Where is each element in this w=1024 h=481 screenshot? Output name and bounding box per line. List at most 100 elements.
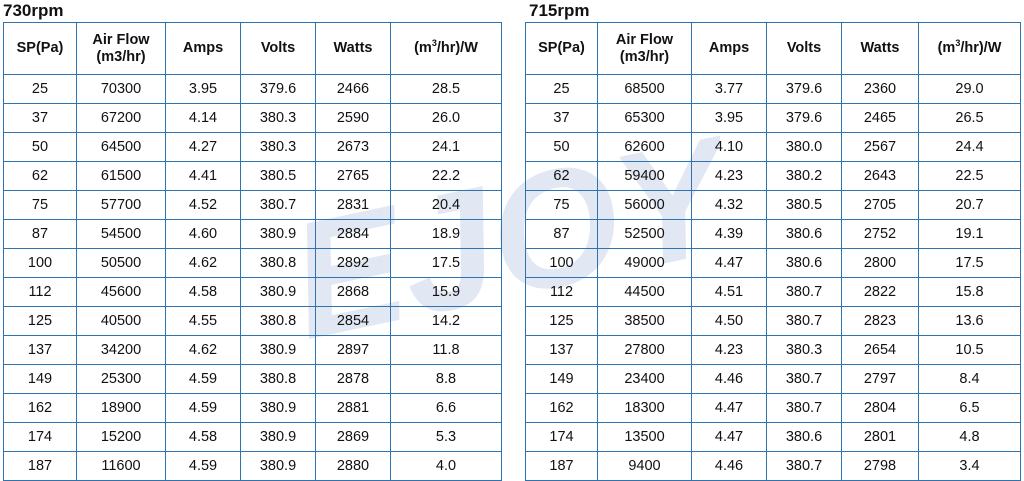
cell-watts: 2705 xyxy=(841,190,919,220)
cell-efficiency: 15.9 xyxy=(390,277,502,307)
table-row: 25 68500 3.77 379.6 2360 29.0 xyxy=(525,74,1021,104)
cell-air-flow: 52500 xyxy=(597,219,692,249)
cell-watts: 2831 xyxy=(315,190,391,220)
cell-sp: 162 xyxy=(3,393,77,423)
cell-sp: 187 xyxy=(3,451,77,481)
cell-amps: 4.10 xyxy=(691,132,767,162)
cell-amps: 4.55 xyxy=(165,306,241,336)
header-amps: Amps xyxy=(691,22,767,75)
cell-efficiency: 22.5 xyxy=(918,161,1021,191)
header-row: SP(Pa) Air Flow (m3/hr) Amps Volts Watts… xyxy=(525,22,1021,75)
cell-volts: 380.3 xyxy=(240,132,316,162)
cell-watts: 2797 xyxy=(841,364,919,394)
cell-watts: 2798 xyxy=(841,451,919,481)
table-row: 174 15200 4.58 380.9 2869 5.3 xyxy=(3,422,502,452)
cell-efficiency: 13.6 xyxy=(918,306,1021,336)
cell-sp: 25 xyxy=(525,74,598,104)
cell-amps: 4.46 xyxy=(691,451,767,481)
cell-sp: 125 xyxy=(525,306,598,336)
cell-sp: 162 xyxy=(525,393,598,423)
cell-watts: 2804 xyxy=(841,393,919,423)
cell-sp: 187 xyxy=(525,451,598,481)
table-row: 149 25300 4.59 380.8 2878 8.8 xyxy=(3,364,502,394)
table-row: 125 40500 4.55 380.8 2854 14.2 xyxy=(3,306,502,336)
cell-sp: 87 xyxy=(3,219,77,249)
table-row: 37 67200 4.14 380.3 2590 26.0 xyxy=(3,103,502,133)
table-row: 137 27800 4.23 380.3 2654 10.5 xyxy=(525,335,1021,365)
header-sp: SP(Pa) xyxy=(3,22,77,75)
cell-efficiency: 6.5 xyxy=(918,393,1021,423)
cell-efficiency: 20.7 xyxy=(918,190,1021,220)
cell-volts: 380.9 xyxy=(240,422,316,452)
cell-sp: 149 xyxy=(3,364,77,394)
cell-efficiency: 28.5 xyxy=(390,74,502,104)
table-row: 112 44500 4.51 380.7 2822 15.8 xyxy=(525,277,1021,307)
cell-sp: 50 xyxy=(3,132,77,162)
cell-watts: 2854 xyxy=(315,306,391,336)
header-air-flow-line1: Air Flow xyxy=(92,31,150,48)
cell-volts: 380.8 xyxy=(240,248,316,278)
cell-amps: 4.62 xyxy=(165,248,241,278)
cell-sp: 100 xyxy=(525,248,598,278)
cell-efficiency: 10.5 xyxy=(918,335,1021,365)
cell-watts: 2823 xyxy=(841,306,919,336)
cell-efficiency: 22.2 xyxy=(390,161,502,191)
cell-watts: 2822 xyxy=(841,277,919,307)
cell-volts: 380.9 xyxy=(240,451,316,481)
cell-watts: 2752 xyxy=(841,219,919,249)
header-efficiency: (m3/hr)/W xyxy=(390,22,502,75)
cell-watts: 2801 xyxy=(841,422,919,452)
cell-sp: 75 xyxy=(525,190,598,220)
table-row: 50 64500 4.27 380.3 2673 24.1 xyxy=(3,132,502,162)
cell-efficiency: 20.4 xyxy=(390,190,502,220)
cell-air-flow: 68500 xyxy=(597,74,692,104)
cell-air-flow: 34200 xyxy=(76,335,166,365)
cell-watts: 2800 xyxy=(841,248,919,278)
cell-air-flow: 11600 xyxy=(76,451,166,481)
cell-volts: 380.7 xyxy=(766,364,842,394)
cell-volts: 380.7 xyxy=(766,277,842,307)
cell-efficiency: 29.0 xyxy=(918,74,1021,104)
cell-amps: 4.47 xyxy=(691,393,767,423)
table-row: 137 34200 4.62 380.9 2897 11.8 xyxy=(3,335,502,365)
cell-efficiency: 18.9 xyxy=(390,219,502,249)
cell-efficiency: 15.8 xyxy=(918,277,1021,307)
cell-sp: 137 xyxy=(3,335,77,365)
cell-volts: 380.3 xyxy=(240,103,316,133)
cell-volts: 380.6 xyxy=(766,219,842,249)
cell-volts: 379.6 xyxy=(766,103,842,133)
cell-efficiency: 17.5 xyxy=(918,248,1021,278)
table-row: 75 57700 4.52 380.7 2831 20.4 xyxy=(3,190,502,220)
cell-efficiency: 19.1 xyxy=(918,219,1021,249)
cell-amps: 3.95 xyxy=(691,103,767,133)
cell-amps: 4.27 xyxy=(165,132,241,162)
cell-air-flow: 67200 xyxy=(76,103,166,133)
cell-watts: 2897 xyxy=(315,335,391,365)
cell-amps: 4.41 xyxy=(165,161,241,191)
cell-watts: 2360 xyxy=(841,74,919,104)
cell-air-flow: 27800 xyxy=(597,335,692,365)
cell-amps: 4.14 xyxy=(165,103,241,133)
table-row: 87 54500 4.60 380.9 2884 18.9 xyxy=(3,219,502,249)
cell-volts: 380.9 xyxy=(240,335,316,365)
cell-amps: 4.46 xyxy=(691,364,767,394)
cell-volts: 379.6 xyxy=(240,74,316,104)
cell-air-flow: 49000 xyxy=(597,248,692,278)
cell-volts: 380.9 xyxy=(240,277,316,307)
header-air-flow-line1: Air Flow xyxy=(615,31,674,48)
table-row: 187 11600 4.59 380.9 2880 4.0 xyxy=(3,451,502,481)
cell-volts: 380.8 xyxy=(240,364,316,394)
header-watts: Watts xyxy=(315,22,391,75)
table-row: 87 52500 4.39 380.6 2752 19.1 xyxy=(525,219,1021,249)
header-row: SP(Pa) Air Flow (m3/hr) Amps Volts Watts… xyxy=(3,22,502,75)
cell-watts: 2567 xyxy=(841,132,919,162)
table-row: 174 13500 4.47 380.6 2801 4.8 xyxy=(525,422,1021,452)
cell-efficiency: 6.6 xyxy=(390,393,502,423)
cell-efficiency: 24.4 xyxy=(918,132,1021,162)
cell-volts: 380.6 xyxy=(766,422,842,452)
header-efficiency-post: /hr)/W xyxy=(436,40,478,56)
header-air-flow-line2: (m3/hr) xyxy=(619,48,670,65)
cell-amps: 4.59 xyxy=(165,364,241,394)
cell-efficiency: 26.5 xyxy=(918,103,1021,133)
cell-air-flow: 62600 xyxy=(597,132,692,162)
